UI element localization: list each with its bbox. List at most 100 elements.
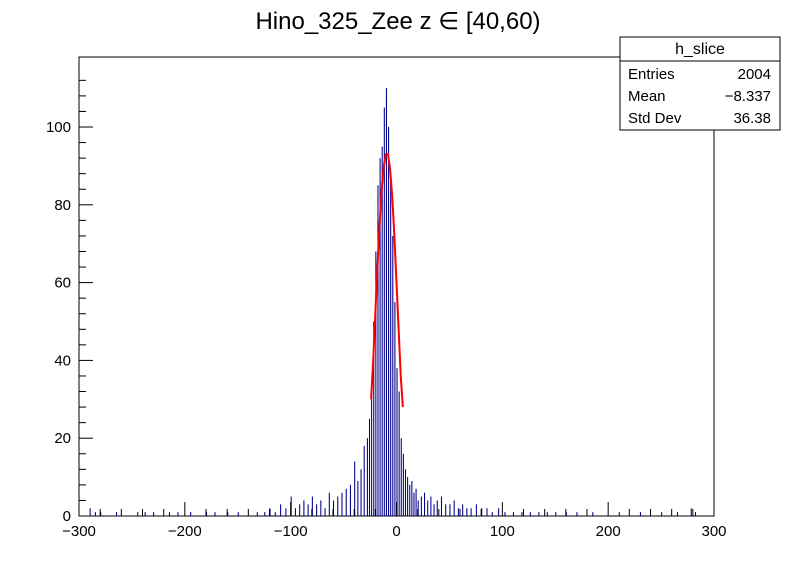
- histogram-bar: [294, 508, 296, 516]
- histogram-bar: [481, 508, 483, 516]
- histogram-bar: [214, 512, 216, 516]
- y-tick-label: 100: [46, 119, 71, 136]
- histogram-bar: [491, 512, 493, 516]
- histogram-bar: [256, 512, 258, 516]
- histogram-bar: [377, 185, 379, 517]
- histogram-bar: [345, 488, 347, 516]
- histogram-bar: [274, 512, 276, 516]
- fit-line: [370, 153, 404, 408]
- histogram-bar: [402, 453, 404, 516]
- histogram-bar: [592, 512, 594, 516]
- histogram-bar: [427, 500, 429, 516]
- histogram-bar: [417, 500, 419, 516]
- histogram-bar: [206, 512, 208, 516]
- histogram-bar: [486, 508, 488, 516]
- stats-stddev-label: Std Dev: [628, 110, 682, 127]
- histogram-bar: [462, 504, 464, 516]
- histogram-bar: [366, 438, 368, 516]
- x-tick-label: 0: [392, 523, 400, 540]
- stats-mean-value: −8.337: [725, 88, 771, 105]
- histogram-bar: [94, 512, 96, 516]
- x-tick-label: −100: [274, 523, 308, 540]
- histogram-bar: [307, 504, 309, 516]
- histogram-bar: [576, 512, 578, 516]
- histogram-bar: [137, 512, 139, 516]
- histogram-bar: [430, 496, 432, 516]
- y-tick-label: 80: [54, 197, 71, 214]
- histogram-bar: [100, 512, 102, 516]
- histogram-bar: [529, 512, 531, 516]
- histogram-bar: [453, 500, 455, 516]
- histogram-bar: [360, 469, 362, 516]
- stats-entries-value: 2004: [738, 66, 771, 83]
- x-tick-label: 200: [596, 523, 621, 540]
- histogram-bar: [436, 500, 438, 516]
- histogram-bar: [89, 508, 91, 516]
- histogram-bar: [299, 504, 301, 516]
- histogram-bar: [280, 504, 282, 516]
- histogram-bar: [415, 488, 417, 516]
- histogram-bar: [237, 512, 239, 516]
- histogram-bar: [404, 469, 407, 516]
- histogram-bar: [470, 508, 472, 516]
- fit-curve: [370, 153, 404, 408]
- histogram-bar: [466, 508, 468, 516]
- histogram-bar: [349, 484, 351, 516]
- histogram-bar: [565, 512, 567, 516]
- histogram-bar: [190, 512, 192, 516]
- histogram-bar: [385, 88, 387, 517]
- histogram-bar: [227, 512, 229, 516]
- y-tick-label: 0: [63, 508, 71, 525]
- histogram-bar: [396, 368, 398, 516]
- x-tick-label: −200: [168, 523, 202, 540]
- histogram-bar: [392, 235, 394, 516]
- histogram-bar: [457, 508, 459, 516]
- histogram-bar: [394, 302, 396, 516]
- histogram-bar: [521, 512, 523, 516]
- histogram-bar: [144, 512, 146, 516]
- histogram-bar: [311, 496, 313, 516]
- histogram-bar: [328, 492, 330, 516]
- histogram-bar: [504, 512, 506, 516]
- histogram-bar: [333, 500, 335, 516]
- histogram-bar: [285, 508, 287, 516]
- histogram-bar: [512, 512, 514, 516]
- histogram-bar: [363, 445, 365, 516]
- histogram-bar: [449, 504, 451, 516]
- histogram-bar: [661, 512, 663, 516]
- histogram-bar: [676, 512, 679, 516]
- histogram-bar: [290, 496, 292, 516]
- histogram-bar: [375, 251, 377, 517]
- x-tick-label: −300: [62, 523, 96, 540]
- histogram-bar: [618, 512, 620, 516]
- stats-box: h_slice Entries 2004 Mean −8.337 Std Dev…: [619, 36, 781, 131]
- stats-stddev-value: 36.38: [733, 110, 771, 127]
- histogram-bar: [354, 461, 356, 516]
- histogram-bar: [324, 508, 326, 516]
- histogram-bar: [445, 504, 447, 516]
- histogram-bar: [433, 504, 435, 516]
- histogram-bar: [341, 492, 343, 516]
- histogram-bar: [694, 512, 697, 516]
- histogram-bar: [316, 504, 318, 516]
- histogram-bar: [420, 496, 422, 516]
- histogram-bar: [269, 508, 271, 516]
- histogram-bar: [390, 173, 392, 516]
- histogram-bar: [411, 480, 413, 516]
- histogram-bar: [368, 418, 371, 516]
- histogram-bar: [440, 496, 443, 516]
- histogram-bar: [546, 512, 548, 516]
- chart-title: Hino_325_Zee z ∈ [40,60): [255, 8, 540, 35]
- histogram-bar: [373, 321, 375, 516]
- histogram-bar: [407, 477, 409, 516]
- histogram-bar: [153, 512, 155, 516]
- histogram-bar: [424, 492, 426, 516]
- histogram-bar: [379, 158, 381, 516]
- x-axis: −300 −200 −100 0 100 200 300: [62, 502, 727, 540]
- histogram-bar: [337, 496, 339, 516]
- histogram-bar: [555, 512, 557, 516]
- stats-entries-label: Entries: [628, 66, 675, 83]
- histogram-bar: [498, 508, 500, 516]
- histogram-bar: [639, 512, 641, 516]
